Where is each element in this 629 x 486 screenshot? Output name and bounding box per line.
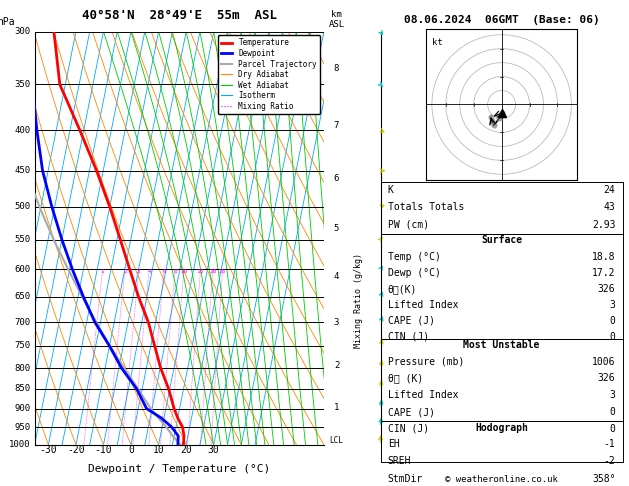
Text: -30: -30 (40, 445, 57, 455)
Text: 0: 0 (610, 331, 615, 342)
Text: 0: 0 (610, 407, 615, 417)
Text: CIN (J): CIN (J) (388, 424, 429, 434)
Text: 1: 1 (101, 269, 104, 275)
Text: 4: 4 (334, 272, 339, 281)
Text: 5: 5 (334, 225, 339, 233)
Text: 0: 0 (610, 424, 615, 434)
Legend: Temperature, Dewpoint, Parcel Trajectory, Dry Adiabat, Wet Adiabat, Isotherm, Mi: Temperature, Dewpoint, Parcel Trajectory… (218, 35, 320, 114)
Text: 8: 8 (173, 269, 177, 275)
Text: Dewpoint / Temperature (°C): Dewpoint / Temperature (°C) (88, 464, 270, 474)
Text: StmDir: StmDir (388, 474, 423, 484)
Text: 326: 326 (598, 373, 615, 383)
Text: 3: 3 (610, 390, 615, 400)
Text: Totals Totals: Totals Totals (388, 202, 464, 212)
Bar (381, 182, 623, 234)
Text: 3: 3 (610, 300, 615, 310)
Text: 43: 43 (604, 202, 615, 212)
Text: 1006: 1006 (592, 357, 615, 366)
Text: kt: kt (432, 37, 443, 47)
Text: 900: 900 (14, 404, 30, 413)
Text: 18.8: 18.8 (592, 252, 615, 262)
Text: 700: 700 (14, 318, 30, 327)
Text: CAPE (J): CAPE (J) (388, 315, 435, 326)
Text: Most Unstable: Most Unstable (464, 340, 540, 350)
Text: 400: 400 (14, 126, 30, 135)
Text: 20: 20 (181, 445, 192, 455)
Text: 1000: 1000 (9, 440, 30, 449)
Text: © weatheronline.co.uk: © weatheronline.co.uk (445, 474, 558, 484)
Text: Lifted Index: Lifted Index (388, 390, 459, 400)
Text: 8: 8 (334, 64, 339, 73)
Text: 20: 20 (209, 269, 216, 275)
Text: K: K (388, 185, 394, 195)
Text: -2: -2 (604, 456, 615, 467)
Text: 10: 10 (180, 269, 187, 275)
Text: 10: 10 (153, 445, 164, 455)
Text: θᴇ (K): θᴇ (K) (388, 373, 423, 383)
Text: 17.2: 17.2 (592, 268, 615, 278)
Text: Mixing Ratio (g/kg): Mixing Ratio (g/kg) (354, 253, 363, 347)
Text: 30: 30 (208, 445, 220, 455)
Text: 6: 6 (334, 174, 339, 183)
Text: 15: 15 (197, 269, 204, 275)
Text: 3: 3 (137, 269, 141, 275)
Text: CAPE (J): CAPE (J) (388, 407, 435, 417)
Text: 4: 4 (147, 269, 151, 275)
Text: 2: 2 (123, 269, 127, 275)
Text: -1: -1 (604, 439, 615, 449)
Text: Surface: Surface (481, 235, 522, 245)
Text: 358°: 358° (592, 474, 615, 484)
Text: 6: 6 (162, 269, 166, 275)
Bar (381, 339, 623, 421)
Text: 300: 300 (14, 27, 30, 36)
Text: 3: 3 (334, 318, 339, 327)
Text: EH: EH (388, 439, 399, 449)
Text: Lifted Index: Lifted Index (388, 300, 459, 310)
Text: Dewp (°C): Dewp (°C) (388, 268, 441, 278)
Text: 326: 326 (598, 284, 615, 294)
Text: 950: 950 (14, 423, 30, 432)
Text: 40°58'N  28°49'E  55m  ASL: 40°58'N 28°49'E 55m ASL (82, 9, 277, 22)
Text: PW (cm): PW (cm) (388, 220, 429, 230)
Text: 500: 500 (14, 202, 30, 211)
Text: Hodograph: Hodograph (475, 423, 528, 433)
Text: 2.93: 2.93 (592, 220, 615, 230)
Text: hPa: hPa (0, 17, 15, 27)
Bar (381, 421, 623, 462)
Text: 450: 450 (14, 166, 30, 175)
Text: 750: 750 (14, 342, 30, 350)
Text: 25: 25 (219, 269, 226, 275)
Text: Temp (°C): Temp (°C) (388, 252, 441, 262)
Text: -20: -20 (67, 445, 85, 455)
Text: 600: 600 (14, 265, 30, 274)
Text: 24: 24 (604, 185, 615, 195)
Text: θᴇ(K): θᴇ(K) (388, 284, 417, 294)
Text: LCL: LCL (330, 436, 343, 445)
Text: 350: 350 (14, 80, 30, 89)
Text: 08.06.2024  06GMT  (Base: 06): 08.06.2024 06GMT (Base: 06) (404, 15, 599, 25)
Text: 2: 2 (334, 362, 339, 370)
Text: km
ASL: km ASL (328, 10, 345, 29)
Text: 1: 1 (334, 403, 339, 412)
Bar (381, 234, 623, 339)
Text: 650: 650 (14, 293, 30, 301)
Text: SREH: SREH (388, 456, 411, 467)
Text: Pressure (mb): Pressure (mb) (388, 357, 464, 366)
Text: 550: 550 (14, 235, 30, 244)
Text: 0: 0 (128, 445, 134, 455)
Text: CIN (J): CIN (J) (388, 331, 429, 342)
Text: 800: 800 (14, 364, 30, 373)
Text: 0: 0 (610, 315, 615, 326)
Text: 7: 7 (334, 121, 339, 130)
Text: 850: 850 (14, 384, 30, 394)
Text: -10: -10 (95, 445, 113, 455)
